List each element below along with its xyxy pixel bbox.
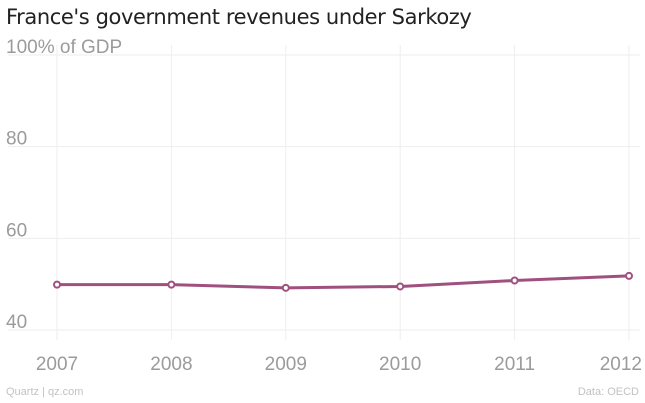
y-tick-label-100: 100% of GDP [6, 37, 122, 58]
y-axis-ticks: 40 60 80 100% of GDP [6, 37, 122, 333]
footer-source: Quartz | qz.com [6, 386, 84, 398]
data-point-2009 [281, 283, 290, 292]
chart-title: France's government revenues under Sarko… [6, 5, 472, 29]
data-point-2012 [625, 271, 633, 280]
data-point-2011 [510, 276, 519, 285]
x-tick-label-2010: 2010 [379, 354, 421, 375]
x-tick-label-2007: 2007 [36, 354, 78, 375]
x-tick-label-2009: 2009 [265, 354, 307, 375]
x-tick-label-2012: 2012 [600, 354, 642, 375]
grid-layer [8, 45, 640, 340]
x-tick-label-2011: 2011 [494, 354, 535, 375]
y-tick-label-60: 60 [6, 220, 27, 241]
data-point-2007 [53, 280, 61, 289]
y-tick-label-40: 40 [6, 312, 27, 333]
x-tick-label-2008: 2008 [150, 354, 192, 375]
data-point-2010 [396, 282, 405, 291]
footer-data-credit: Data: OECD [577, 386, 639, 398]
y-tick-label-80: 80 [6, 129, 27, 150]
data-point-2008 [167, 280, 176, 289]
series-line-0 [55, 274, 631, 290]
x-axis-ticks: 2007 2008 2009 2010 2011 2012 [36, 354, 642, 375]
series-layer [53, 271, 633, 292]
